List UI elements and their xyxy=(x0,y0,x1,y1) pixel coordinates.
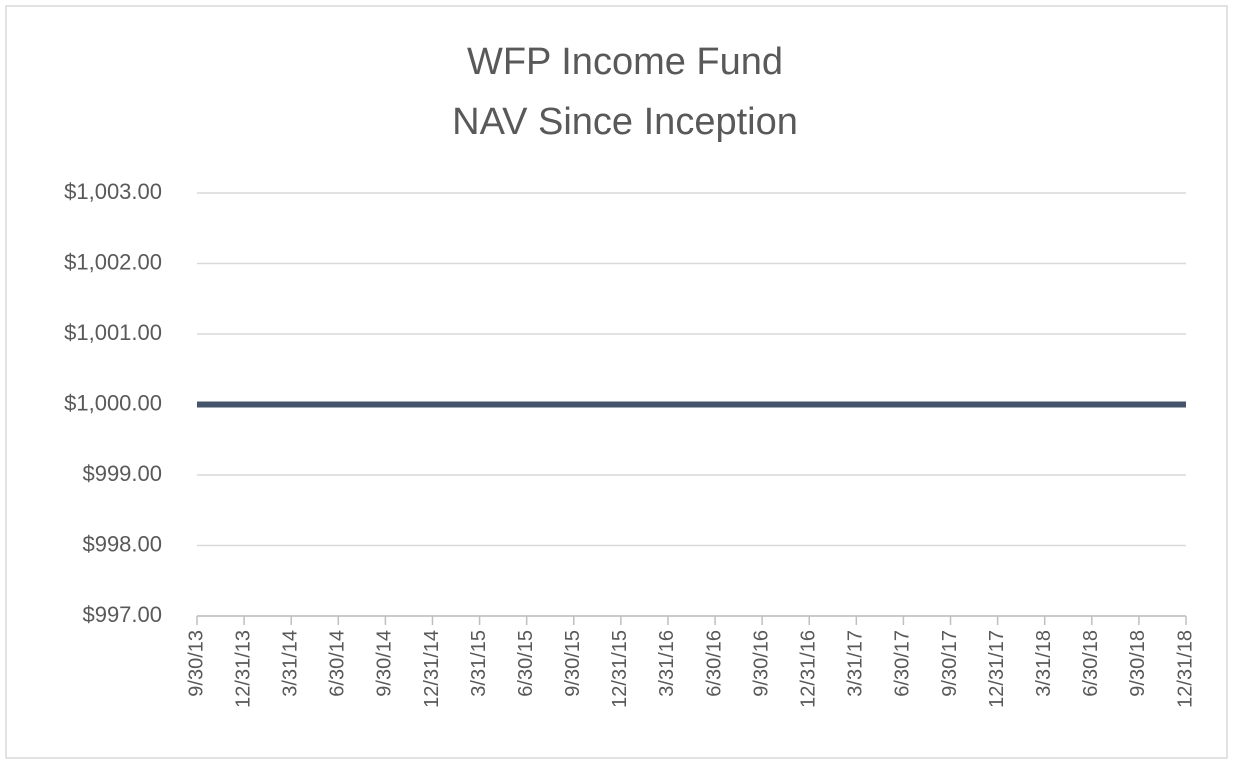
x-tick-label: 3/31/18 xyxy=(1033,630,1055,697)
x-tick-label: 3/31/15 xyxy=(468,630,490,697)
x-tick-label: 6/30/16 xyxy=(703,630,725,697)
y-tick-label: $1,000.00 xyxy=(64,390,162,415)
y-tick-label: $1,002.00 xyxy=(64,249,162,274)
x-tick-label: 12/31/13 xyxy=(232,630,254,708)
x-tick-label: 3/31/14 xyxy=(279,630,301,697)
x-tick-label: 9/30/15 xyxy=(562,630,584,697)
y-tick-label: $1,001.00 xyxy=(64,320,162,345)
chart-title: WFP Income Fund xyxy=(467,41,783,83)
x-tick-label: 6/30/18 xyxy=(1080,630,1102,697)
x-tick-label: 3/31/16 xyxy=(656,630,678,697)
x-tick-label: 12/31/18 xyxy=(1174,630,1196,708)
x-tick-label: 12/31/14 xyxy=(421,630,443,708)
y-tick-label: $999.00 xyxy=(82,461,162,486)
y-tick-label: $998.00 xyxy=(82,531,162,556)
x-tick-label: 6/30/17 xyxy=(892,630,914,697)
x-tick-label: 6/30/15 xyxy=(515,630,537,697)
x-tick-label: 12/31/15 xyxy=(609,630,631,708)
x-tick-label: 12/31/17 xyxy=(986,630,1008,708)
x-tick-label: 9/30/17 xyxy=(939,630,961,697)
x-tick-label: 9/30/14 xyxy=(374,630,396,697)
y-tick-label: $1,003.00 xyxy=(64,179,162,204)
x-tick-label: 3/31/17 xyxy=(845,630,867,697)
x-tick-label: 9/30/18 xyxy=(1127,630,1149,697)
y-tick-label: $997.00 xyxy=(82,602,162,627)
x-tick-label: 9/30/13 xyxy=(185,630,207,697)
chart-border xyxy=(5,5,1228,759)
x-tick-label: 12/31/16 xyxy=(798,630,820,708)
chart-subtitle: NAV Since Inception xyxy=(452,101,798,143)
x-tick-label: 6/30/14 xyxy=(327,630,349,697)
x-tick-label: 9/30/16 xyxy=(750,630,772,697)
